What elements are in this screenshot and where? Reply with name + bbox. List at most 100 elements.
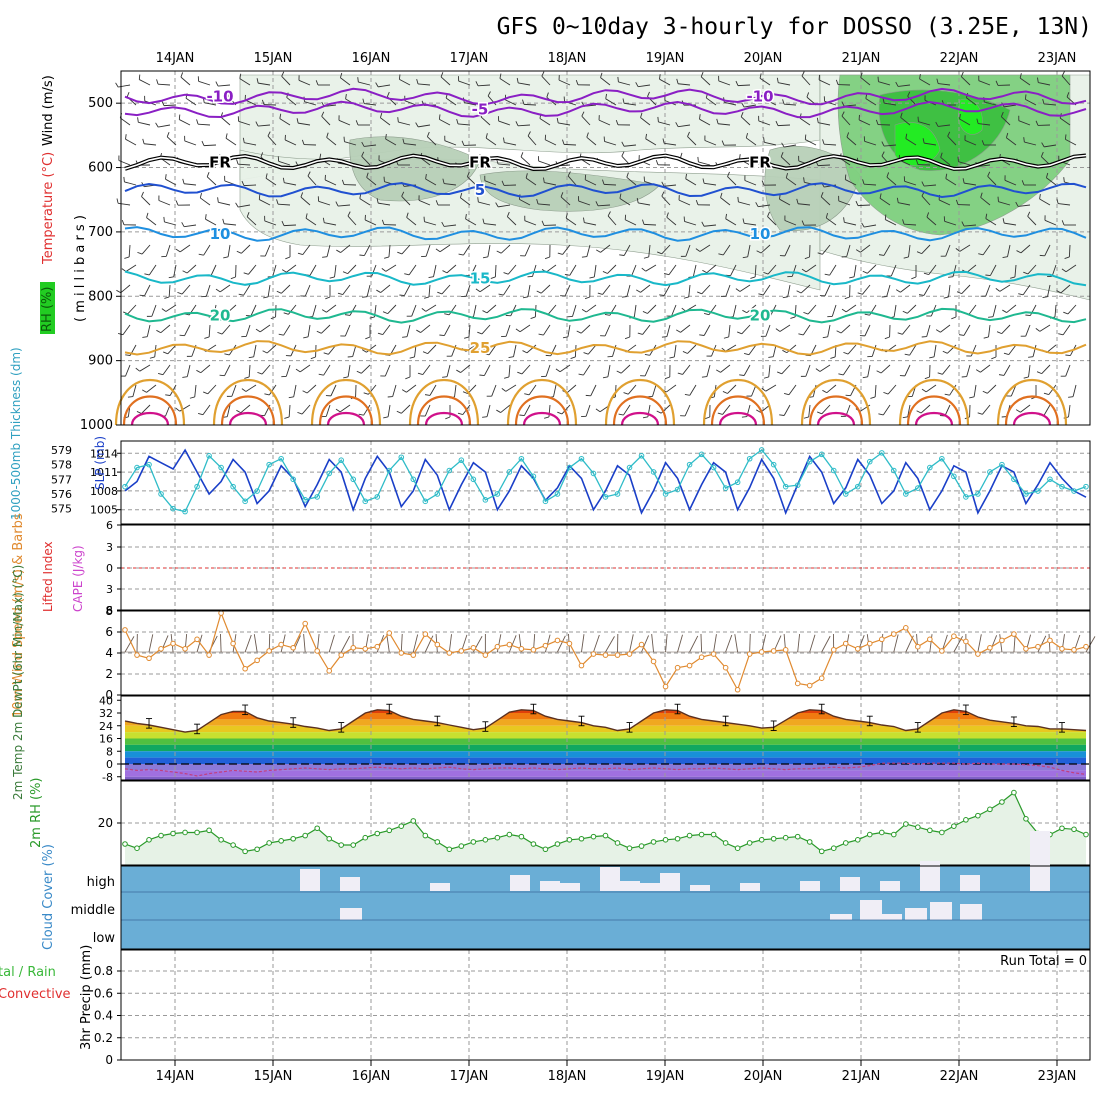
wind-barb bbox=[259, 324, 271, 333]
wind-barb-flag bbox=[361, 151, 365, 157]
wind-barb bbox=[284, 182, 297, 186]
wind-barb bbox=[886, 176, 897, 186]
wind-barb-flag bbox=[484, 353, 490, 356]
rh-point bbox=[398, 823, 405, 829]
wind-barb bbox=[508, 364, 511, 377]
wind-barb-flag bbox=[895, 81, 899, 87]
wind-barb bbox=[820, 196, 831, 206]
wind-barb bbox=[141, 244, 151, 255]
wind-barb-flag bbox=[125, 134, 127, 140]
thickness-point bbox=[398, 454, 405, 461]
wind-barb bbox=[200, 197, 211, 206]
wind-barb bbox=[538, 203, 551, 206]
wind-barb-flag bbox=[496, 409, 501, 413]
rh2m-axis-label: 2m RH (%) bbox=[29, 777, 44, 848]
wind-barb-10m bbox=[929, 634, 933, 653]
wind-barb bbox=[478, 201, 491, 206]
date-axis-bottom: 14JAN 15JAN 16JAN 17JAN 18JAN 19JAN 20JAN 21JAN… bbox=[156, 1060, 1076, 1084]
wind-barb bbox=[607, 215, 617, 226]
wind-barb-flag bbox=[504, 376, 510, 379]
wind-barb bbox=[567, 175, 577, 186]
wind-speed-point bbox=[422, 631, 429, 637]
wind-barb bbox=[498, 204, 511, 208]
wind-barb-flag bbox=[503, 272, 509, 275]
wind-barb-flag bbox=[168, 276, 174, 279]
wind-barb-10m bbox=[386, 634, 390, 653]
wind-barb bbox=[344, 141, 357, 146]
wind-barb-flag bbox=[977, 412, 983, 415]
cape-label: CAPE (J/kg) bbox=[71, 545, 85, 612]
wind-barb-flag bbox=[584, 296, 590, 300]
wind-barb bbox=[440, 76, 451, 86]
cloud-cell-high bbox=[660, 873, 680, 891]
wind-barb bbox=[267, 135, 277, 146]
wind-barb-flag bbox=[919, 73, 921, 80]
wind-barb-10m bbox=[328, 634, 335, 653]
wind-barb bbox=[300, 196, 311, 206]
wind-barb bbox=[966, 264, 977, 273]
wind-barb-flag bbox=[498, 293, 504, 296]
wind-barb bbox=[944, 220, 957, 226]
wind-speed-point bbox=[158, 646, 164, 652]
wind-barb-flag bbox=[225, 133, 228, 139]
wind-barb bbox=[947, 136, 957, 146]
wind-barb bbox=[203, 244, 211, 256]
wind-barb bbox=[206, 176, 217, 186]
wind-barb bbox=[845, 304, 857, 313]
wind-barb bbox=[371, 264, 377, 277]
wind-barb bbox=[1004, 179, 1017, 186]
wind-barb bbox=[678, 83, 691, 86]
surface-isotherm-loop bbox=[408, 378, 480, 426]
wind-barb-flag bbox=[902, 416, 908, 419]
wind-speed-point bbox=[674, 664, 681, 671]
wind-barb-flag bbox=[755, 202, 759, 207]
wind-barb-flag bbox=[341, 179, 345, 185]
wind-barb bbox=[1027, 216, 1037, 226]
wind-speed-point bbox=[206, 652, 212, 658]
wind-barb bbox=[593, 264, 597, 277]
surface-isotherm-loop bbox=[808, 395, 864, 426]
wind-barb bbox=[411, 304, 417, 317]
wind-barb-flag bbox=[519, 414, 525, 417]
freezing-level-line bbox=[124, 154, 1087, 170]
rh-point bbox=[951, 823, 957, 829]
cloud-cell-high bbox=[740, 883, 760, 891]
wind-barb bbox=[725, 218, 737, 226]
wind-barb-flag bbox=[721, 140, 725, 146]
wind-barb bbox=[746, 304, 757, 314]
wind-barb bbox=[920, 404, 931, 414]
wind-barb bbox=[926, 216, 937, 226]
wind-barb bbox=[339, 404, 351, 413]
wind-barb-flag bbox=[485, 133, 488, 139]
surface-isotherm-loop bbox=[604, 378, 676, 426]
wind-barb bbox=[722, 244, 731, 256]
wind-barb-flag bbox=[123, 176, 125, 182]
wind-barb-flag bbox=[300, 192, 304, 198]
thickness-point bbox=[170, 505, 176, 512]
rh-point bbox=[134, 845, 140, 852]
wind-barb bbox=[688, 284, 691, 297]
isotherm-label: 25 bbox=[470, 339, 491, 357]
wind-barb bbox=[603, 183, 617, 186]
wind-barb-flag bbox=[581, 256, 587, 258]
wind-barb bbox=[857, 204, 871, 207]
thickness-point bbox=[1071, 488, 1077, 494]
wind-barb-flag bbox=[699, 334, 705, 336]
wind-barb-flag bbox=[248, 356, 254, 359]
wind-barb bbox=[860, 244, 871, 253]
rh-point bbox=[602, 832, 609, 839]
wind-barb bbox=[487, 244, 491, 257]
wind-barb bbox=[258, 82, 271, 86]
wind-barb bbox=[505, 324, 511, 337]
wind-barb-flag bbox=[1003, 352, 1009, 356]
wind-speed-point bbox=[530, 647, 537, 653]
wind-barb bbox=[727, 176, 737, 186]
surface-isotherm-loop bbox=[318, 395, 374, 426]
slp-tick-label: 1008 bbox=[90, 485, 118, 498]
wind-barb-flag bbox=[222, 218, 225, 224]
wind-barb bbox=[706, 364, 711, 377]
thickness-point bbox=[686, 461, 693, 468]
wind-barb bbox=[243, 284, 251, 296]
wind-barb bbox=[725, 284, 731, 297]
